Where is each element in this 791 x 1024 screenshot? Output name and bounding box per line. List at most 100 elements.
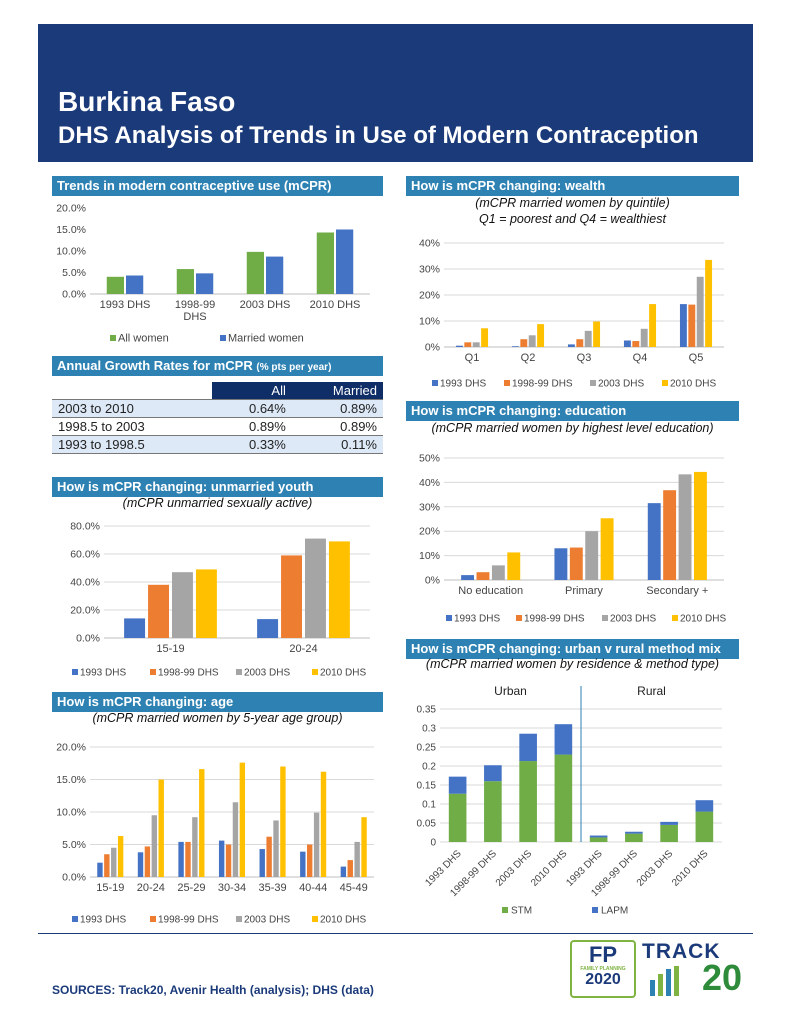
mcpr-panel-title: Trends in modern contraceptive use (mCPR… bbox=[52, 176, 383, 196]
group-label: Urban bbox=[494, 684, 527, 698]
bar bbox=[148, 584, 169, 638]
growth-period: 1998.5 to 2003 bbox=[52, 417, 213, 436]
stacked-bar-segment bbox=[484, 765, 502, 782]
stacked-bar-segment bbox=[589, 837, 608, 842]
stacked-bar-segment bbox=[554, 754, 573, 842]
bar bbox=[600, 518, 614, 580]
x-tick-label: 2003 DHS bbox=[494, 848, 535, 889]
bar bbox=[176, 269, 194, 294]
y-tick-label: 20% bbox=[419, 526, 440, 538]
x-tick-label: Q1 bbox=[465, 352, 480, 364]
x-tick-label: Q5 bbox=[689, 352, 704, 364]
x-tick-label: 2010 DHS bbox=[310, 299, 361, 311]
legend-label: 2010 DHS bbox=[320, 668, 366, 679]
fp2020-logo: FP FAMILY PLANNING 2020 bbox=[570, 940, 636, 998]
y-tick-label: 0.15 bbox=[417, 781, 437, 792]
bar bbox=[520, 339, 528, 347]
y-tick-label: 20.0% bbox=[56, 742, 86, 754]
bar bbox=[257, 619, 279, 638]
table-row: 2003 to 2010 0.64% 0.89% bbox=[52, 399, 383, 418]
bar bbox=[144, 846, 151, 877]
x-tick-label: 2003 DHS bbox=[240, 299, 291, 311]
stacked-bar-segment bbox=[695, 811, 714, 842]
growth-all: 0.89% bbox=[212, 417, 292, 436]
y-tick-label: 0% bbox=[425, 575, 440, 587]
bar bbox=[476, 572, 490, 580]
y-tick-label: 0% bbox=[425, 342, 440, 354]
legend-label: 1998-99 DHS bbox=[524, 614, 585, 625]
mix-panel-title: How is mCPR changing: urban v rural meth… bbox=[406, 639, 739, 659]
bar bbox=[239, 762, 246, 877]
legend-swatch bbox=[502, 907, 508, 913]
track20-logo: TRACK 20 bbox=[642, 940, 746, 998]
bar bbox=[461, 575, 475, 580]
growth-title-text: Annual Growth Rates for mCPR bbox=[57, 358, 253, 373]
bar bbox=[528, 335, 536, 347]
bar bbox=[464, 342, 472, 347]
growth-header-married: Married bbox=[291, 382, 383, 400]
fp2020-logo-mark: FP bbox=[588, 942, 618, 967]
bar bbox=[137, 852, 144, 877]
bar bbox=[649, 304, 657, 347]
bar bbox=[693, 471, 707, 580]
bar bbox=[585, 531, 599, 580]
y-tick-label: 0.05 bbox=[417, 819, 437, 830]
growth-title-units: (% pts per year) bbox=[256, 362, 332, 373]
legend-label: 1998-99 DHS bbox=[158, 668, 219, 679]
page-title: Burkina Faso bbox=[58, 86, 236, 117]
y-tick-label: 10% bbox=[419, 316, 440, 328]
growth-header-all: All bbox=[212, 382, 292, 400]
bar bbox=[196, 273, 214, 294]
x-tick-label: 20-24 bbox=[289, 643, 317, 655]
legend-label: 1993 DHS bbox=[440, 379, 486, 390]
bar bbox=[511, 346, 519, 347]
bar bbox=[537, 324, 545, 347]
x-tick-label: 1993 DHS bbox=[100, 299, 151, 311]
legend-label: LAPM bbox=[601, 906, 628, 917]
growth-married: 0.89% bbox=[291, 399, 383, 418]
bar bbox=[696, 276, 704, 347]
growth-period: 1993 to 1998.5 bbox=[52, 435, 213, 454]
legend-swatch bbox=[590, 380, 596, 386]
bar bbox=[705, 259, 713, 347]
bar bbox=[491, 565, 505, 580]
bar bbox=[679, 304, 687, 347]
stacked-bar-segment bbox=[484, 781, 502, 842]
legend-label: 1993 DHS bbox=[80, 915, 126, 926]
legend-swatch bbox=[236, 916, 242, 922]
legend-label: 2003 DHS bbox=[598, 379, 644, 390]
y-tick-label: 0.2 bbox=[422, 762, 436, 773]
bar bbox=[280, 766, 286, 877]
legend-swatch bbox=[592, 907, 598, 913]
stacked-bar-segment bbox=[554, 724, 573, 755]
bar bbox=[316, 232, 334, 294]
mcpr-chart: 0.0% 5.0% 10.0% 15.0% 20.0% 1993 DHS 1998-99DH… bbox=[56, 203, 370, 345]
stacked-bar-segment bbox=[448, 776, 467, 794]
growth-married: 0.11% bbox=[291, 435, 383, 454]
page-header: Burkina Faso DHS Analysis of Trends in U… bbox=[38, 24, 753, 162]
x-tick-label: 1998-99 bbox=[175, 299, 215, 311]
x-tick-label: 2010 DHS bbox=[529, 848, 570, 889]
bar bbox=[158, 779, 164, 877]
bar bbox=[584, 330, 592, 347]
y-tick-label: 40% bbox=[419, 477, 440, 489]
bar bbox=[354, 841, 360, 877]
bar bbox=[569, 547, 583, 580]
stacked-bar-segment bbox=[625, 833, 643, 842]
bar bbox=[124, 618, 146, 638]
legend-swatch bbox=[110, 335, 116, 341]
bar bbox=[663, 490, 677, 580]
bar bbox=[306, 844, 313, 877]
y-tick-label: 0.0% bbox=[62, 289, 86, 301]
legend-label: Married women bbox=[228, 333, 304, 345]
bar bbox=[195, 569, 217, 638]
x-tick-label: No education bbox=[458, 585, 523, 597]
bar bbox=[126, 275, 144, 294]
y-tick-label: 10% bbox=[419, 550, 440, 562]
x-tick-label: 45-49 bbox=[340, 882, 368, 894]
youth-chart: 0.0% 20.0% 40.0% 60.0% 80.0% 15-19 20-24 1993 D… bbox=[70, 521, 370, 679]
bar bbox=[328, 541, 350, 638]
y-tick-label: 15.0% bbox=[56, 224, 86, 236]
y-tick-label: 30% bbox=[419, 264, 440, 276]
legend-swatch bbox=[446, 615, 452, 621]
